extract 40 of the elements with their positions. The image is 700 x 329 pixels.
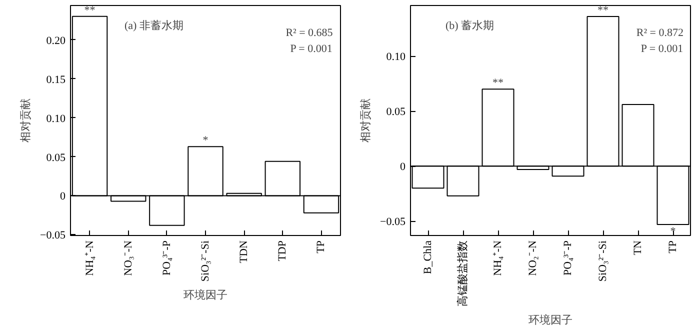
y-tick-label: 0.05 — [46, 152, 66, 164]
x-tick-label: PO₄³⁻-P — [562, 240, 574, 276]
text: (a) 非蓄水期 — [124, 19, 184, 32]
x-tick-label: B_Chla — [422, 240, 434, 274]
annotation: ** — [492, 77, 504, 90]
annotation: ** — [84, 4, 96, 16]
x-tick-label: 高锰酸盐指数 — [456, 240, 469, 306]
y-tick-label: −0.05 — [380, 216, 406, 228]
x-tick-label: SiO₃²⁻-Si — [200, 240, 212, 282]
x-tick-label: TN — [632, 240, 644, 256]
y-axis-title: 相对贡献 — [359, 98, 372, 142]
x-tick-label: NO₃⁻-N — [122, 240, 134, 276]
annotation: P = 0.001 — [290, 43, 332, 56]
x-tick-label: TDP — [276, 240, 289, 262]
text: (b) 蓄水期 — [446, 19, 494, 32]
x-tick-label: NO₂⁻-N — [527, 240, 539, 276]
x-tick-label: SiO₃²⁻-Si — [597, 240, 609, 282]
annotation: R² = 0.872 — [636, 27, 684, 40]
y-tick-label: 0 — [400, 161, 406, 174]
x-axis-title: 环境因子 — [528, 314, 572, 326]
annotation: ** — [598, 4, 608, 17]
y-tick-label: −0.05 — [40, 230, 66, 242]
x-axis-title: 环境因子 — [184, 288, 228, 302]
annotation: R² = 0.685 — [286, 27, 334, 40]
annotation: * — [202, 134, 208, 147]
y-tick-label: 0.15 — [46, 74, 66, 86]
x-tick-label: NH₄⁺-N — [492, 240, 504, 276]
annotation: P = 0.001 — [640, 43, 684, 56]
y-axis-title: 相对贡献 — [19, 98, 32, 142]
y-tick-label: 0.10 — [386, 51, 406, 64]
annotation: * — [670, 225, 676, 238]
y-tick-label: 0.10 — [46, 112, 66, 125]
x-tick-label: NH₄⁺-N — [84, 240, 96, 276]
x-tick-label: PO₄³⁻-P — [160, 240, 173, 276]
y-tick-label: 0 — [60, 190, 66, 203]
x-tick-label: TP — [315, 240, 328, 254]
y-tick-label: 0.20 — [46, 34, 66, 47]
y-tick-label: 0.05 — [386, 106, 406, 118]
x-tick-label: TDN — [238, 240, 250, 264]
x-tick-label: TP — [667, 240, 679, 254]
